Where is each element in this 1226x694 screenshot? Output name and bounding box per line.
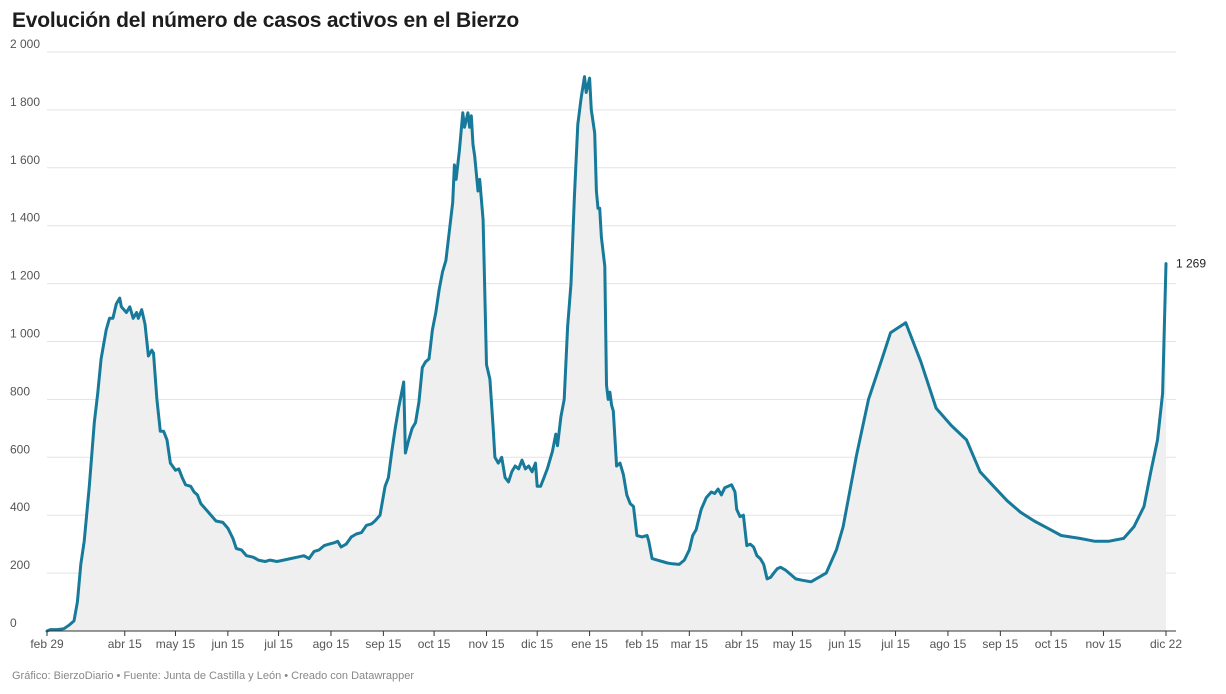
x-tick-label: jun 15 xyxy=(827,637,861,651)
x-tick-label: feb 29 xyxy=(30,637,64,651)
x-tick-label: feb 15 xyxy=(625,637,659,651)
x-tick-label: jul 15 xyxy=(880,637,910,651)
x-tick-label: abr 15 xyxy=(725,637,759,651)
x-tick-label: sep 15 xyxy=(365,637,401,651)
last-value-label: 1 269 xyxy=(1176,257,1206,271)
x-axis-ticks: feb 29 abr 15 may 15 jun 15 jul 15 ago 15 sep … xyxy=(30,631,1182,651)
y-tick-label: 1 000 xyxy=(10,327,40,341)
x-tick-label: nov 15 xyxy=(1085,637,1121,651)
x-tick-label: ago 15 xyxy=(313,637,350,651)
x-tick-label: sep 15 xyxy=(982,637,1018,651)
x-tick-label: ago 15 xyxy=(930,637,967,651)
series-line xyxy=(45,75,1168,633)
y-tick-label: 400 xyxy=(10,500,30,514)
x-tick-label: oct 15 xyxy=(418,637,451,651)
page-title: Evolución del número de casos activos en… xyxy=(12,9,519,32)
y-tick-label: 0 xyxy=(10,616,17,630)
y-tick-label: 2 000 xyxy=(10,37,40,51)
y-tick-label: 1 200 xyxy=(10,269,40,283)
x-tick-label: jul 15 xyxy=(263,637,293,651)
x-tick-label: mar 15 xyxy=(671,637,709,651)
x-tick-label: may 15 xyxy=(773,637,813,651)
area-fill xyxy=(47,76,1166,632)
footer-credits: Gráfico: BierzoDiario • Fuente: Junta de… xyxy=(12,670,415,682)
x-tick-label: dic 22 xyxy=(1150,637,1182,651)
y-tick-label: 800 xyxy=(10,384,30,398)
x-tick-label: abr 15 xyxy=(108,637,142,651)
y-tick-label: 600 xyxy=(10,442,30,456)
x-tick-label: oct 15 xyxy=(1035,637,1068,651)
x-tick-label: may 15 xyxy=(156,637,196,651)
y-tick-label: 1 800 xyxy=(10,95,40,109)
y-axis-ticks: 0 200 400 600 800 1 000 1 200 1 400 1 600 1 800 2 … xyxy=(10,37,40,630)
y-tick-label: 1 600 xyxy=(10,153,40,167)
y-tick-label: 200 xyxy=(10,558,30,572)
x-tick-label: nov 15 xyxy=(468,637,504,651)
x-tick-label: jun 15 xyxy=(211,637,245,651)
y-tick-label: 1 400 xyxy=(10,211,40,225)
x-tick-label: dic 15 xyxy=(521,637,553,651)
x-tick-label: ene 15 xyxy=(571,637,608,651)
